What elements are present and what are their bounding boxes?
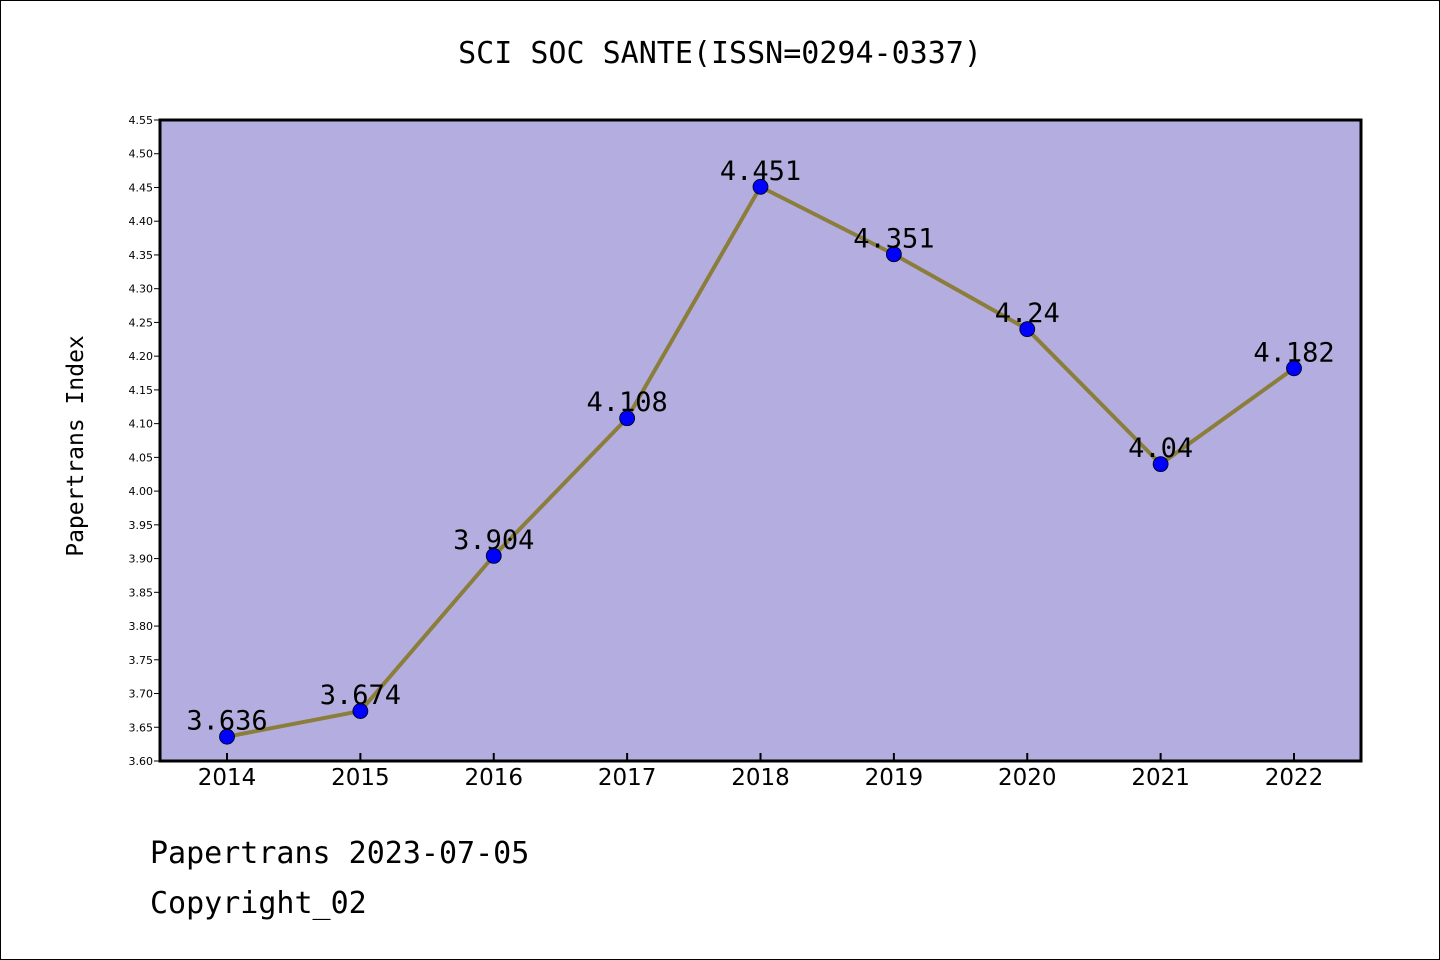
y-tick-label: 3.95 — [129, 519, 154, 532]
x-tick-label: 2020 — [998, 765, 1057, 791]
y-tick-label: 4.30 — [129, 283, 154, 296]
y-axis-ticks: 3.60 3.65 3.70 3.75 3.80 3.85 3.90 3.95 4.00 4.05… — [129, 114, 160, 768]
data-point — [885, 246, 902, 263]
x-tick-label: 2022 — [1265, 765, 1324, 791]
x-tick-label: 2019 — [865, 765, 924, 791]
data-point — [1286, 360, 1302, 377]
data-point — [1019, 321, 1036, 338]
data-label: 3.674 — [320, 680, 401, 711]
x-axis-ticks: 2014 2015 2016 2017 2018 2019 2020 2021 2022 — [198, 753, 1324, 791]
y-tick-label: 3.85 — [129, 586, 154, 599]
y-tick-label: 3.90 — [129, 553, 154, 566]
y-tick-label: 4.35 — [129, 249, 154, 262]
chart-title: SCI SOC SANTE(ISSN=0294-0337) — [458, 36, 982, 71]
data-label: 4.24 — [995, 298, 1060, 329]
data-point — [485, 547, 502, 564]
y-tick-label: 3.70 — [129, 688, 154, 701]
data-point — [1152, 456, 1169, 473]
y-tick-label: 4.55 — [129, 114, 154, 127]
data-label: 4.451 — [720, 156, 801, 187]
plot-area — [158, 118, 1363, 763]
y-tick-label: 4.45 — [129, 181, 154, 194]
y-tick-label: 4.20 — [129, 350, 154, 363]
y-tick-label: 3.75 — [129, 654, 154, 667]
x-tick-label: 2014 — [198, 765, 257, 791]
y-tick-label: 4.40 — [129, 215, 154, 228]
data-label: 3.904 — [453, 525, 534, 556]
y-tick-label: 4.15 — [129, 384, 154, 397]
y-tick-label: 3.65 — [129, 721, 154, 734]
footer-date: Papertrans 2023-07-05 — [150, 836, 530, 871]
x-tick-label: 2018 — [731, 765, 790, 791]
data-point — [619, 410, 636, 427]
x-tick-label: 2017 — [598, 765, 657, 791]
x-tick-label: 2016 — [464, 765, 523, 791]
series-group: 3.636 3.674 3.904 4.108 4.451 4.351 4.24 4.04 4.… — [186, 156, 1335, 745]
data-point — [219, 728, 235, 745]
x-tick-label: 2015 — [331, 765, 390, 791]
data-label: 4.108 — [586, 387, 667, 418]
y-tick-label: 4.10 — [129, 418, 154, 431]
footer-copyright: Copyright_02 — [150, 886, 367, 921]
data-point — [352, 703, 369, 719]
data-point — [752, 178, 769, 195]
data-label: 4.04 — [1128, 433, 1193, 464]
y-tick-label: 4.00 — [129, 485, 154, 498]
y-tick-label: 3.80 — [129, 620, 154, 633]
x-tick-label: 2021 — [1131, 765, 1190, 791]
data-label: 3.636 — [186, 706, 267, 737]
y-tick-label: 4.25 — [129, 316, 154, 329]
y-tick-label: 4.05 — [129, 451, 154, 464]
data-label: 4.182 — [1253, 337, 1334, 368]
y-tick-label: 3.60 — [129, 755, 154, 768]
y-tick-label: 4.50 — [129, 148, 154, 161]
data-label: 4.351 — [853, 223, 934, 254]
